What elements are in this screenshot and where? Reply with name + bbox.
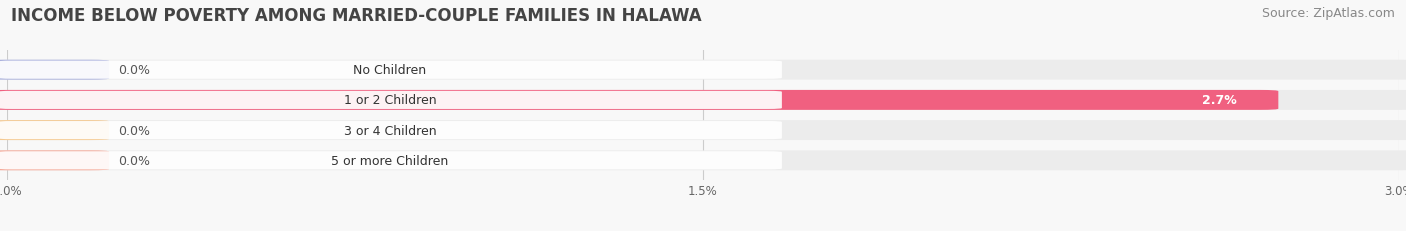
Text: 5 or more Children: 5 or more Children: [332, 154, 449, 167]
FancyBboxPatch shape: [0, 151, 110, 170]
FancyBboxPatch shape: [0, 91, 1406, 110]
Text: 0.0%: 0.0%: [118, 124, 150, 137]
FancyBboxPatch shape: [0, 121, 110, 140]
Text: 0.0%: 0.0%: [118, 64, 150, 77]
Text: 3 or 4 Children: 3 or 4 Children: [343, 124, 436, 137]
FancyBboxPatch shape: [0, 61, 782, 79]
FancyBboxPatch shape: [0, 61, 110, 80]
FancyBboxPatch shape: [0, 91, 1278, 110]
Text: No Children: No Children: [353, 64, 426, 77]
FancyBboxPatch shape: [0, 61, 1406, 80]
Text: 2.7%: 2.7%: [1202, 94, 1237, 107]
FancyBboxPatch shape: [0, 151, 1406, 170]
Text: 0.0%: 0.0%: [118, 154, 150, 167]
Text: Source: ZipAtlas.com: Source: ZipAtlas.com: [1261, 7, 1395, 20]
FancyBboxPatch shape: [0, 121, 1406, 140]
Text: INCOME BELOW POVERTY AMONG MARRIED-COUPLE FAMILIES IN HALAWA: INCOME BELOW POVERTY AMONG MARRIED-COUPL…: [11, 7, 702, 25]
FancyBboxPatch shape: [0, 152, 782, 170]
FancyBboxPatch shape: [0, 122, 782, 140]
Text: 1 or 2 Children: 1 or 2 Children: [343, 94, 436, 107]
FancyBboxPatch shape: [0, 91, 782, 109]
